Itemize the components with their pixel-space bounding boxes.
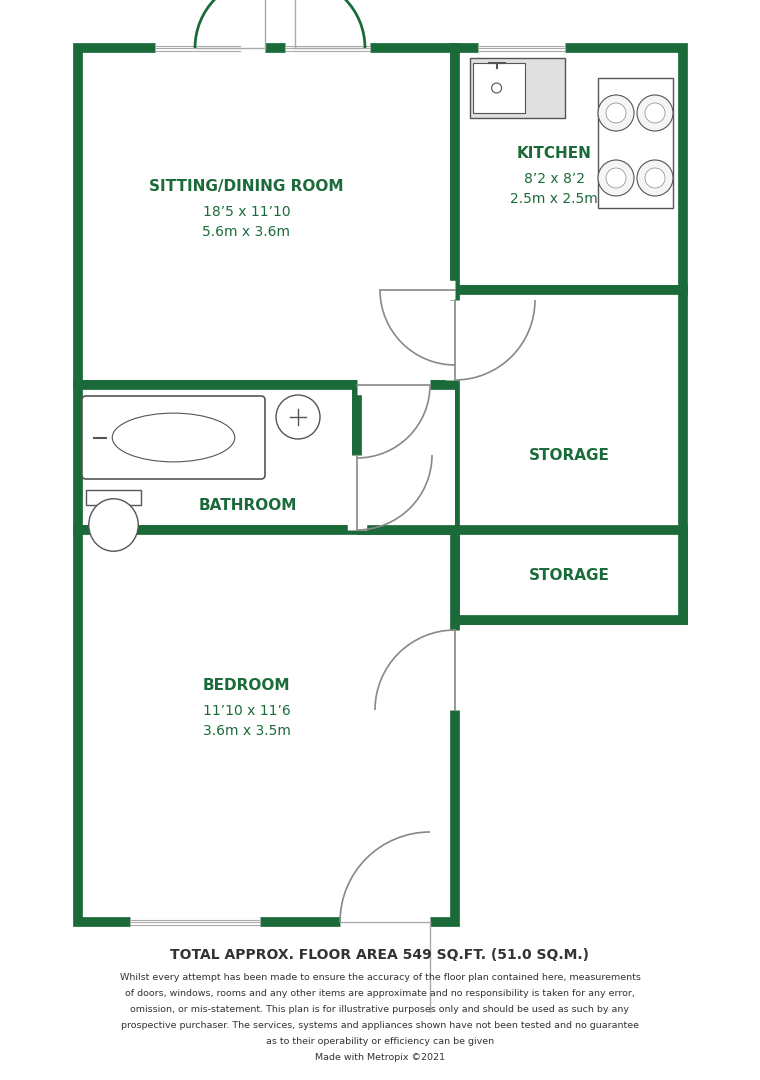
Bar (357, 384, 455, 530)
Text: 2.5m x 2.5m: 2.5m x 2.5m (510, 192, 598, 206)
Text: prospective purchaser. The services, systems and appliances shown have not been : prospective purchaser. The services, sys… (121, 1021, 639, 1029)
Bar (455, 48, 683, 291)
Bar (86, 490, 141, 505)
Bar (598, 78, 673, 208)
Circle shape (637, 160, 673, 195)
Text: KITCHEN: KITCHEN (517, 147, 591, 162)
Bar (455, 291, 683, 620)
Circle shape (637, 95, 673, 131)
Text: 8’2 x 8’2: 8’2 x 8’2 (524, 172, 584, 186)
Text: omission, or mis-statement. This plan is for illustrative purposes only and shou: omission, or mis-statement. This plan is… (131, 1004, 629, 1013)
Bar (470, 58, 565, 118)
Ellipse shape (112, 414, 235, 462)
Bar (78, 384, 357, 530)
Circle shape (598, 95, 634, 131)
Text: Made with Metropix ©2021: Made with Metropix ©2021 (315, 1053, 445, 1062)
Circle shape (606, 168, 626, 188)
Text: 11’10 x 11’6: 11’10 x 11’6 (203, 704, 290, 718)
Circle shape (645, 103, 665, 123)
Circle shape (645, 168, 665, 188)
Text: STORAGE: STORAGE (528, 447, 610, 462)
Text: SITTING/DINING ROOM: SITTING/DINING ROOM (149, 179, 344, 194)
Text: 18’5 x 11’10: 18’5 x 11’10 (203, 204, 290, 218)
Bar (78, 48, 455, 384)
Text: STORAGE: STORAGE (528, 567, 610, 582)
FancyBboxPatch shape (82, 396, 265, 480)
Circle shape (606, 103, 626, 123)
Text: TOTAL APPROX. FLOOR AREA 549 SQ.FT. (51.0 SQ.M.): TOTAL APPROX. FLOOR AREA 549 SQ.FT. (51.… (170, 948, 590, 962)
Circle shape (492, 83, 502, 93)
Text: BATHROOM: BATHROOM (198, 498, 296, 513)
Text: as to their operability or efficiency can be given: as to their operability or efficiency ca… (266, 1037, 494, 1045)
Ellipse shape (89, 499, 138, 551)
Text: 5.6m x 3.6m: 5.6m x 3.6m (202, 225, 290, 239)
Text: Whilst every attempt has been made to ensure the accuracy of the floor plan cont: Whilst every attempt has been made to en… (119, 972, 641, 982)
Text: of doors, windows, rooms and any other items are approximate and no responsibili: of doors, windows, rooms and any other i… (125, 988, 635, 998)
Bar (473, 63, 525, 113)
Text: 3.6m x 3.5m: 3.6m x 3.5m (203, 724, 290, 738)
Bar (455, 530, 683, 620)
Circle shape (598, 160, 634, 195)
Text: BEDROOM: BEDROOM (203, 678, 290, 693)
Bar (78, 530, 455, 922)
Circle shape (276, 395, 320, 438)
